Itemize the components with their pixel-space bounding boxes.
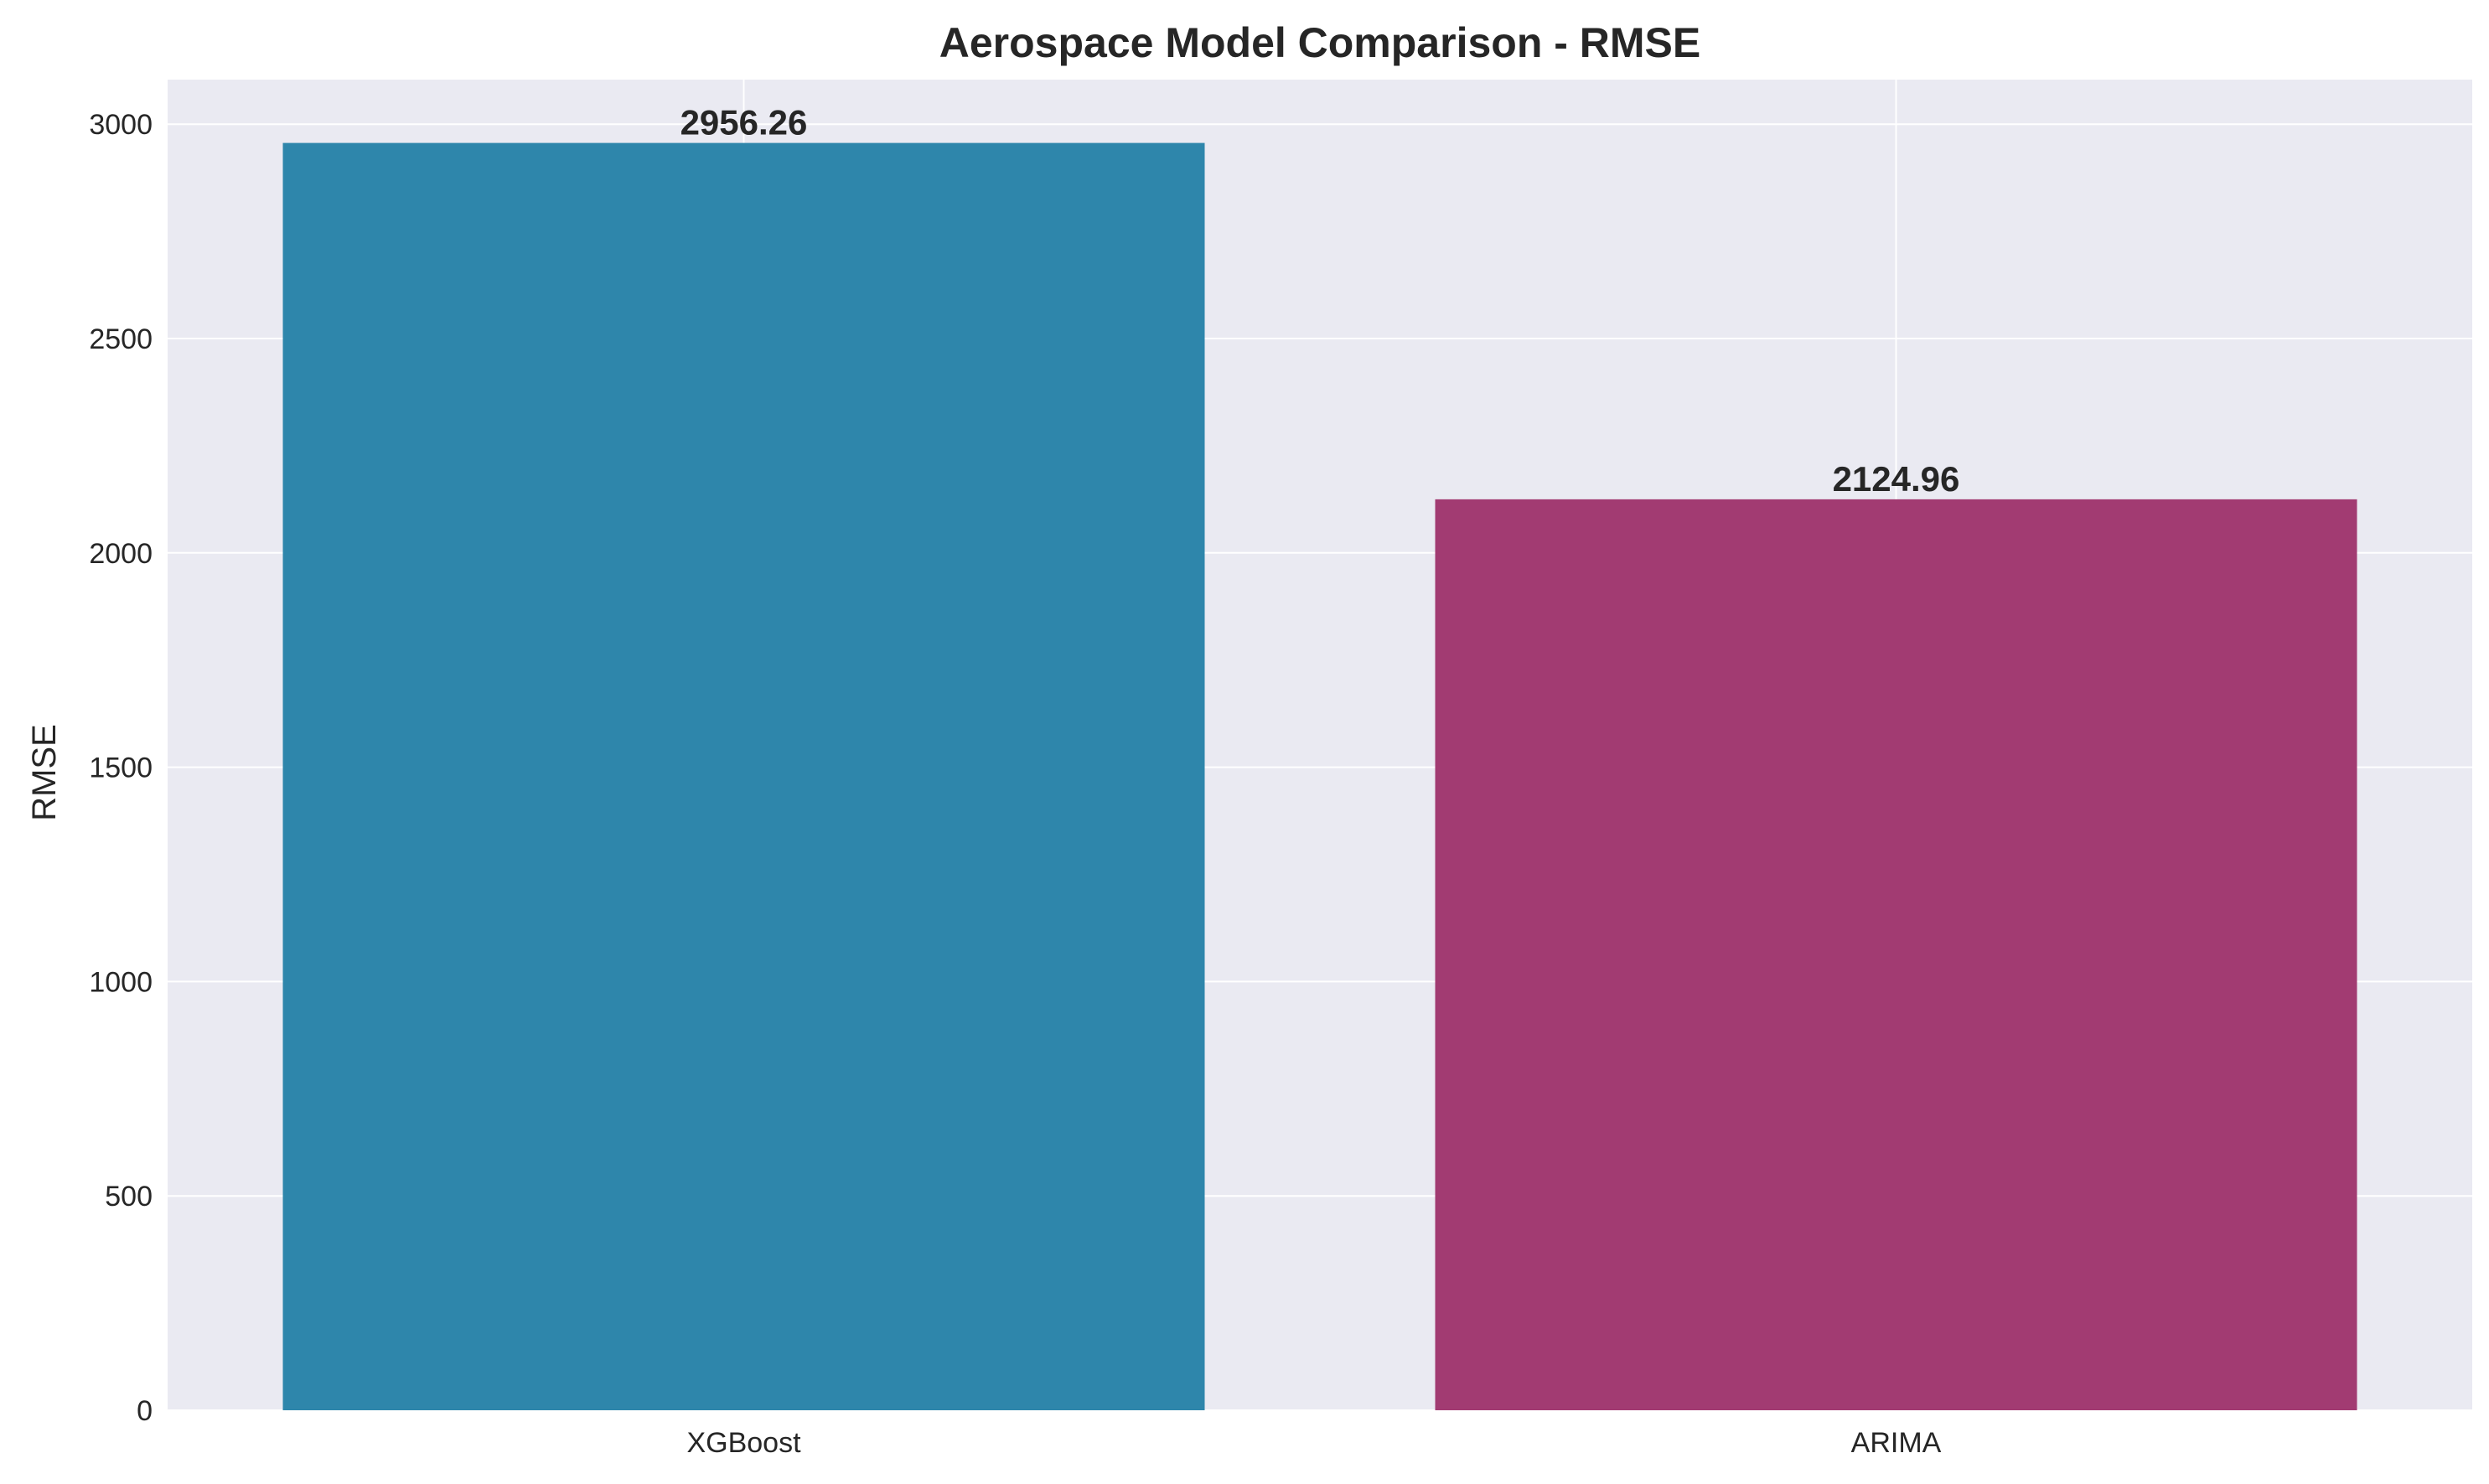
bar-arima — [1435, 499, 2357, 1411]
x-tick-label-arima: ARIMA — [1851, 1427, 1942, 1459]
data-labels: 2956.26 2124.96 — [680, 103, 1960, 499]
y-tick-label-1: 500 — [105, 1181, 153, 1213]
y-tick-label-6: 3000 — [89, 109, 153, 141]
y-tick-label-2: 1000 — [89, 966, 153, 998]
y-tick-label-3: 1500 — [89, 752, 153, 784]
bar-xgboost — [282, 142, 1205, 1410]
x-axis-ticks: XGBoost ARIMA — [686, 1427, 1941, 1459]
y-tick-label-0: 0 — [137, 1395, 153, 1427]
bars — [282, 142, 2357, 1411]
y-tick-label-4: 2000 — [89, 538, 153, 570]
x-tick-label-xgboost: XGBoost — [686, 1427, 801, 1459]
y-axis-ticks: 0 500 1000 1500 2000 2500 3000 — [89, 109, 153, 1427]
y-axis-label: RMSE — [26, 724, 63, 821]
data-label-arima: 2124.96 — [1833, 459, 1960, 499]
data-label-xgboost: 2956.26 — [680, 103, 808, 142]
y-tick-label-5: 2500 — [89, 323, 153, 355]
chart-title: Aerospace Model Comparison - RMSE — [939, 19, 1701, 66]
